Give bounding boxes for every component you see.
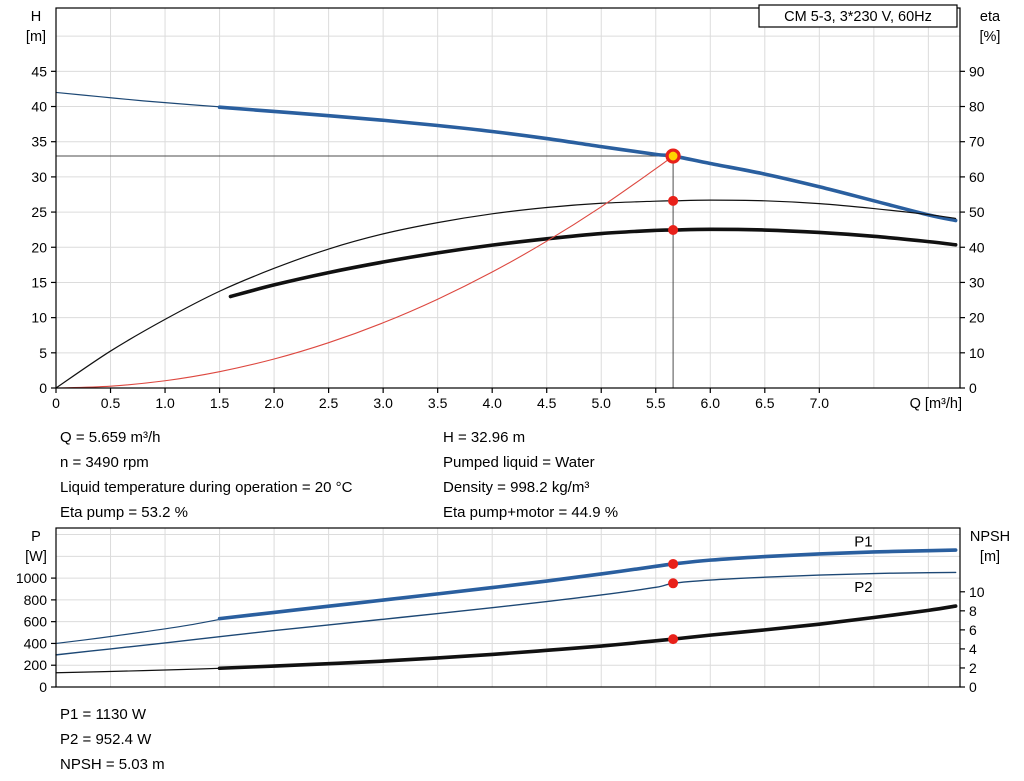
x-tick-label: 0 <box>52 395 60 411</box>
duty-point-marker[interactable] <box>665 148 681 164</box>
y-right-axis-title: eta <box>980 9 1001 25</box>
y-left-tick-label: 600 <box>24 614 48 630</box>
plot-frame <box>55 7 961 389</box>
y-right-tick-label: 30 <box>969 274 985 290</box>
x-tick-label: 4.5 <box>537 395 557 411</box>
y-right-tick-label: 10 <box>969 345 985 361</box>
y-left-axis-title: P <box>31 529 41 545</box>
power-npsh-chart: 0 200 400 600 800 1000 0 2 4 6 8 10 P [W] NPSH [m] P1 P2 <box>16 527 1010 695</box>
pump-title-box <box>758 4 958 28</box>
y-right-tick-label: 8 <box>969 603 977 619</box>
y-left-tick-label: 15 <box>31 274 47 290</box>
x-tick-label: 5.0 <box>592 395 612 411</box>
y-right-tick-label: 0 <box>969 380 977 396</box>
eta-pump-motor-point[interactable] <box>668 225 679 236</box>
y-right-tick-label: 90 <box>969 63 985 79</box>
y-right-tick-label: 4 <box>969 641 977 657</box>
x-tick-label: 2.0 <box>264 395 284 411</box>
y-right-tick-label: 0 <box>969 679 977 695</box>
power-info-column: P1 = 1130 W P2 = 952.4 W NPSH = 5.03 m <box>60 702 165 777</box>
y-right-tick-label: 80 <box>969 99 985 115</box>
y-left-tick-label: 400 <box>24 635 48 651</box>
y-left-tick-label: 800 <box>24 592 48 608</box>
x-tick-label: 4.0 <box>482 395 502 411</box>
y-right-axis-title: [%] <box>980 29 1001 45</box>
y-left-tick-label: 200 <box>24 657 48 673</box>
info-line-eta-pump: Eta pump = 53.2 % <box>60 504 188 521</box>
y-left-tick-label: 1000 <box>16 570 47 586</box>
y-left-tick-label: 35 <box>31 134 47 150</box>
info-line-h: H = 32.96 m <box>443 429 526 446</box>
x-tick-label: 7.0 <box>810 395 830 411</box>
y-right-tick-label: 60 <box>969 169 985 185</box>
npsh-point[interactable] <box>668 634 679 645</box>
y-left-tick-label: 0 <box>39 380 47 396</box>
x-tick-label: 1.5 <box>210 395 230 411</box>
info-line-n: n = 3490 rpm <box>60 454 149 471</box>
npsh-curve-thin <box>55 667 232 674</box>
p2-point[interactable] <box>668 578 679 589</box>
h-q-curve <box>217 105 958 223</box>
x-tick-label: 3.0 <box>373 395 393 411</box>
duty-info-left-column: Q = 5.659 m³/h n = 3490 rpm Liquid tempe… <box>60 425 352 525</box>
y-right-axis-title: [m] <box>980 549 1000 565</box>
plot-frame <box>55 527 961 688</box>
h-q-curve-thin <box>55 91 232 109</box>
x-tick-label: 6.0 <box>701 395 721 411</box>
y-right-tick-label: 20 <box>969 310 985 326</box>
eta-pump-motor-curve <box>228 227 958 299</box>
x-tick-label: 5.5 <box>646 395 666 411</box>
y-left-tick-label: 10 <box>31 310 47 326</box>
info-line-liquid-temp: Liquid temperature during operation = 20… <box>60 479 353 496</box>
info-line-pumped-liquid: Pumped liquid = Water <box>443 454 595 471</box>
info-line-eta-pump-motor: Eta pump+motor = 44.9 % <box>443 504 619 521</box>
eta-pump-curve <box>55 199 957 389</box>
y-left-tick-label: 30 <box>31 169 47 185</box>
x-tick-label: 6.5 <box>755 395 775 411</box>
x-tick-label: 2.5 <box>319 395 339 411</box>
npsh-curve <box>217 604 958 671</box>
pump-title-text: CM 5-3, 3*230 V, 60Hz <box>784 9 932 25</box>
eta-pump-point[interactable] <box>668 195 679 206</box>
y-left-axis-title: H <box>31 9 41 25</box>
y-right-tick-label: 70 <box>969 134 985 150</box>
hq-eta-chart: 0 5 10 15 20 25 30 35 40 45 0 10 20 30 40 50 60 70 80 90 0 0.… <box>26 4 1001 412</box>
x-tick-label: 3.5 <box>428 395 448 411</box>
y-right-axis-title: NPSH <box>970 529 1010 545</box>
info-line-p1: P1 = 1130 W <box>60 706 147 723</box>
system-curve <box>55 155 674 389</box>
series-label-p2: P2 <box>854 579 872 596</box>
y-left-axis-title: [m] <box>26 29 46 45</box>
y-right-tick-label: 50 <box>969 204 985 220</box>
y-left-tick-label: 5 <box>39 345 47 361</box>
info-line-p2: P2 = 952.4 W <box>60 731 152 748</box>
duty-info-right-column: H = 32.96 m Pumped liquid = Water Densit… <box>443 425 618 525</box>
y-left-tick-label: 0 <box>39 679 47 695</box>
y-left-tick-label: 25 <box>31 204 47 220</box>
y-left-tick-label: 45 <box>31 63 47 79</box>
p1-point[interactable] <box>668 558 679 569</box>
y-right-tick-label: 6 <box>969 622 977 638</box>
y-right-tick-label: 10 <box>969 584 985 600</box>
x-tick-label: 0.5 <box>101 395 121 411</box>
p1-curve <box>217 548 958 621</box>
y-right-tick-label: 2 <box>969 660 977 676</box>
series-label-p1: P1 <box>854 534 872 551</box>
y-left-tick-label: 20 <box>31 239 47 255</box>
x-axis-title: Q [m³/h] <box>910 396 962 412</box>
info-line-npsh: NPSH = 5.03 m <box>60 756 165 773</box>
x-tick-label: 1.0 <box>155 395 175 411</box>
y-left-tick-label: 40 <box>31 99 47 115</box>
info-line-density: Density = 998.2 kg/m³ <box>443 479 590 496</box>
info-line-q: Q = 5.659 m³/h <box>60 429 161 446</box>
y-right-tick-label: 40 <box>969 239 985 255</box>
p2-curve <box>55 571 957 656</box>
y-left-axis-title: [W] <box>25 549 47 565</box>
p1-curve-thin <box>55 616 232 645</box>
